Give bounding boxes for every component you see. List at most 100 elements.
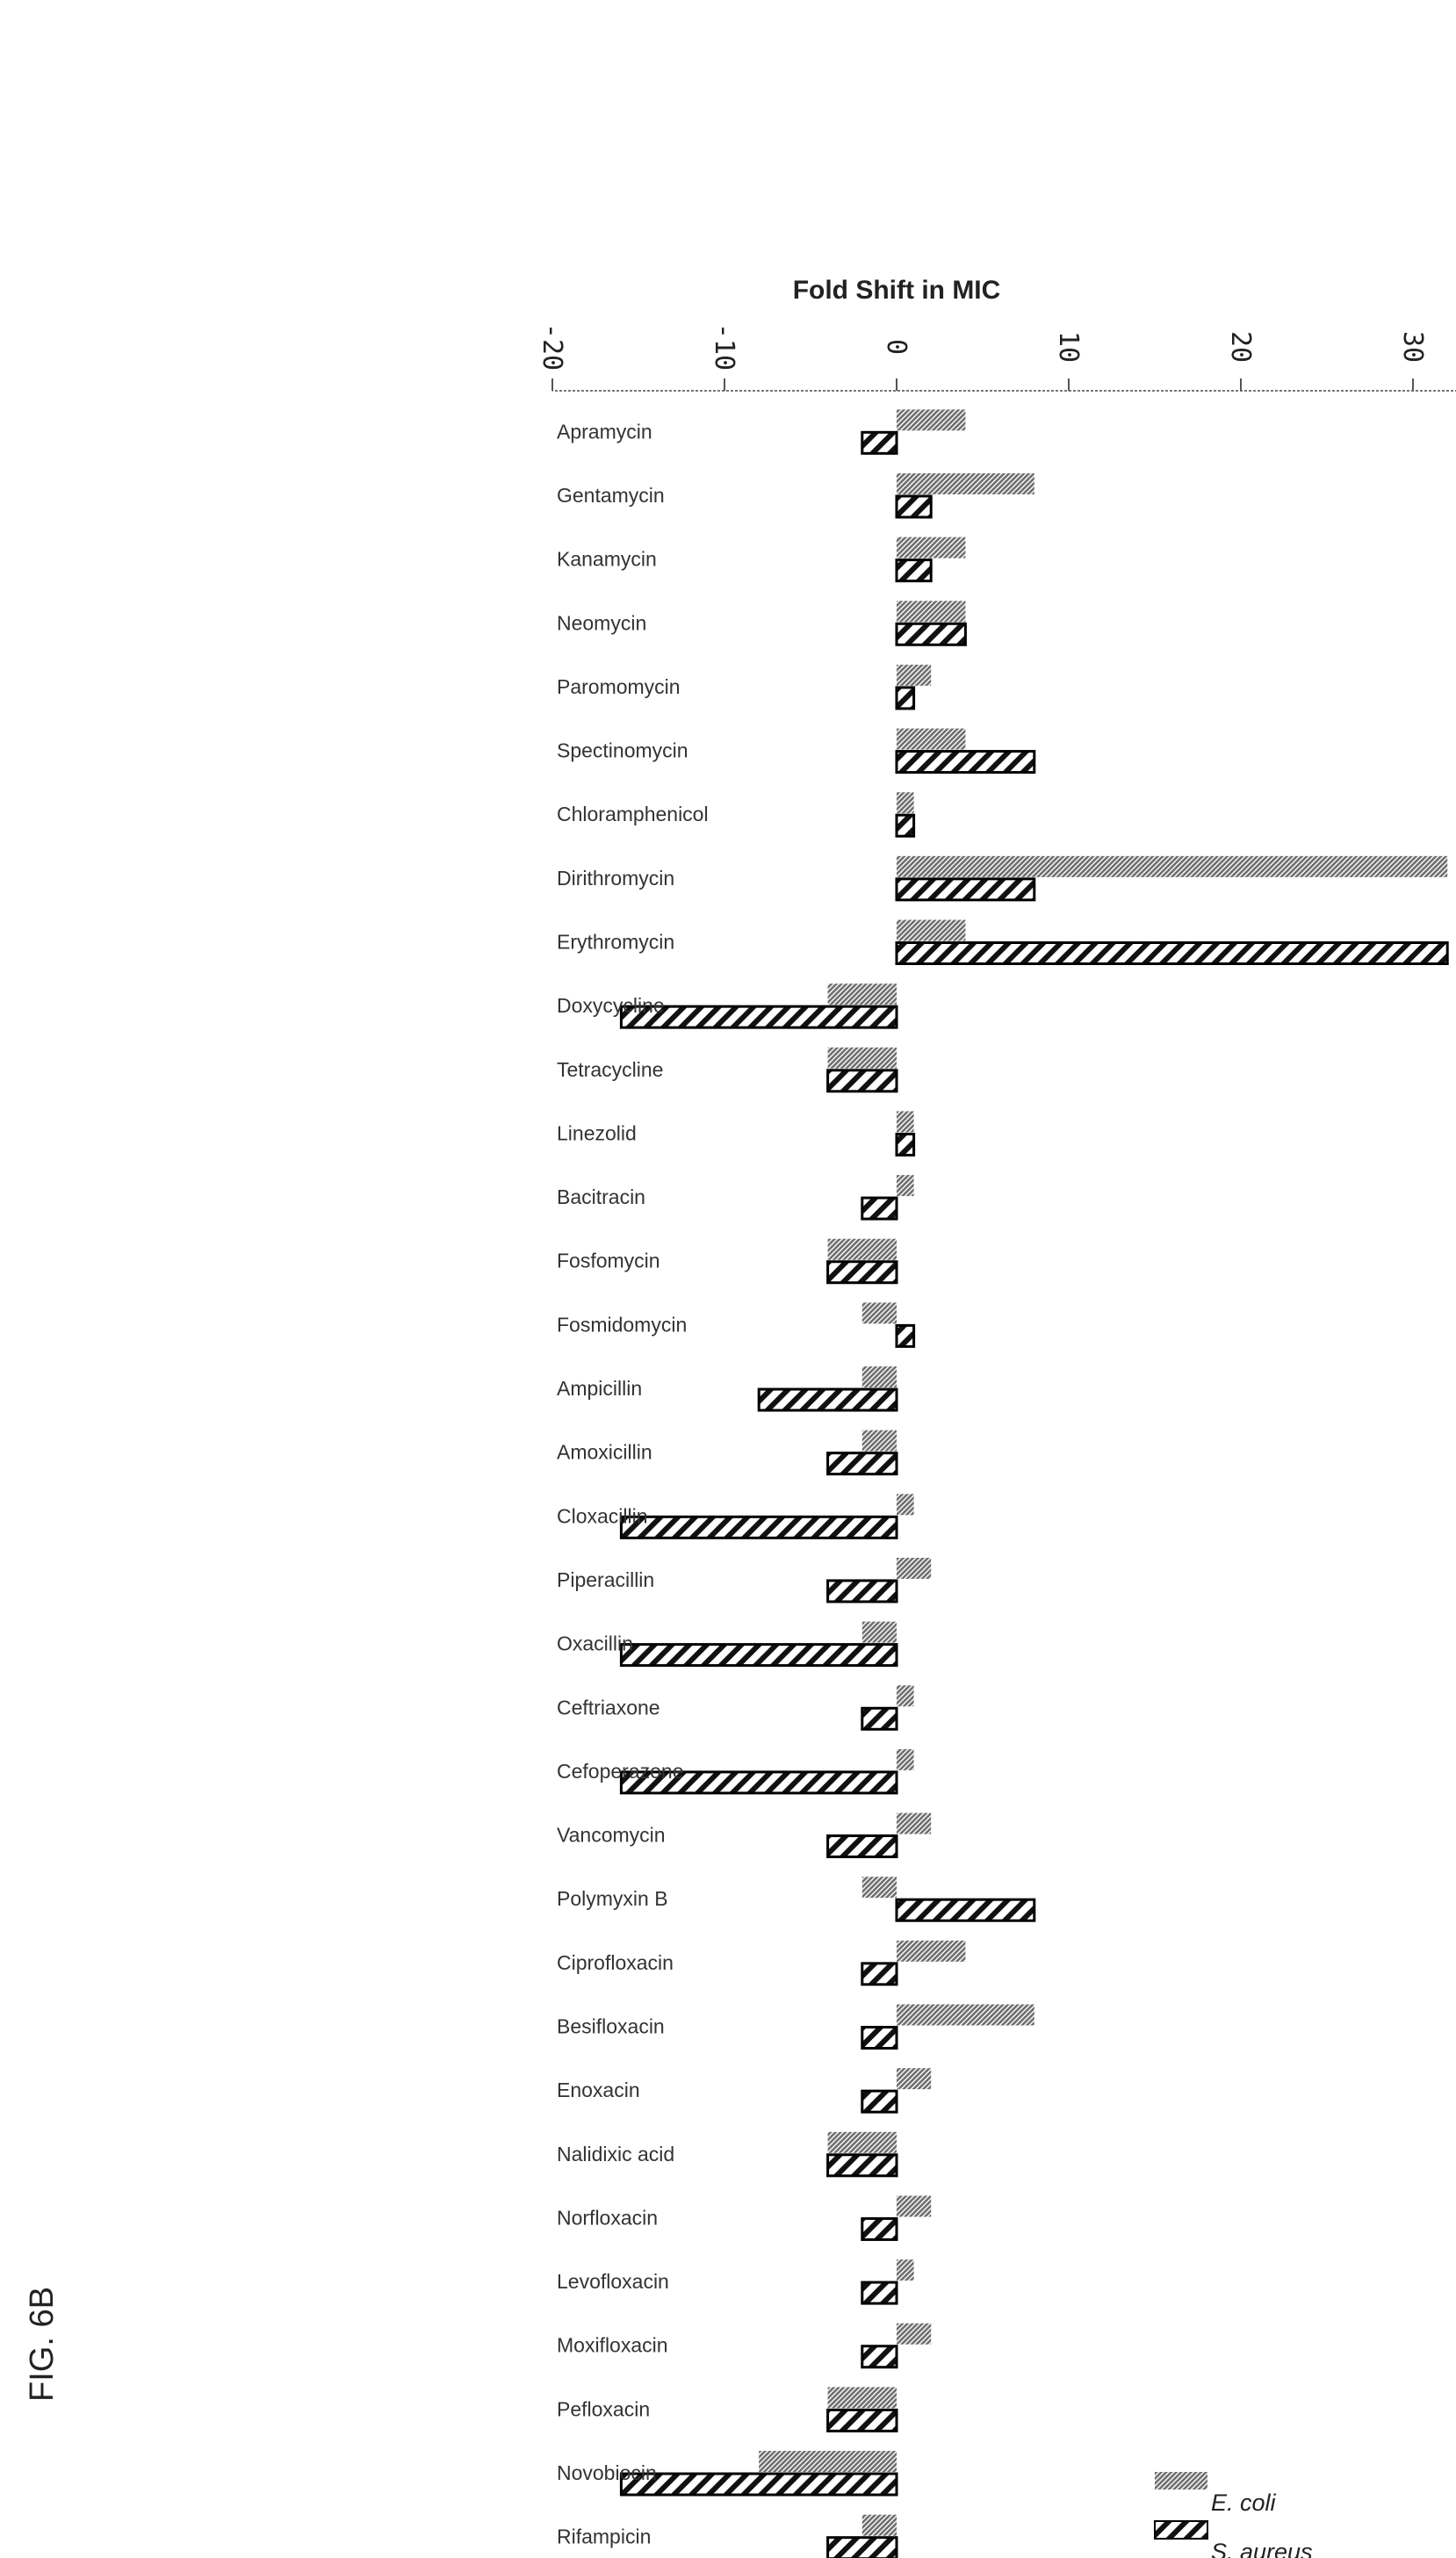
legend: E. coli S. aureus (1154, 2472, 1313, 2558)
bar-s-aureus (861, 1706, 898, 1731)
bar-e-coli (897, 1557, 932, 1579)
category-label: Spectinomycin (557, 739, 688, 762)
bar-s-aureus (757, 1387, 898, 1412)
bar-e-coli (827, 1238, 897, 1260)
bar-e-coli (896, 537, 966, 558)
category-label: Linezolid (557, 1121, 637, 1144)
category-label: Tetracycline (557, 1058, 663, 1081)
category-label: Piperacillin (557, 1568, 654, 1591)
bar-e-coli (861, 1621, 897, 1643)
bar-e-coli (896, 1111, 914, 1133)
category-label: Fosmidomycin (557, 1313, 687, 1336)
bar-s-aureus (826, 2153, 898, 2178)
bar-s-aureus (895, 686, 916, 710)
figure-label: FIG. 6B (24, 2287, 61, 2402)
bar-e-coli (896, 1685, 914, 1707)
bar-e-coli (896, 1940, 966, 1962)
bar-e-coli (861, 1302, 897, 1324)
bar-s-aureus (826, 1452, 898, 1476)
category-label: Dirithromycin (557, 867, 674, 890)
bar-s-aureus (619, 1005, 898, 1029)
bar-s-aureus (895, 558, 933, 583)
bar-e-coli (827, 2131, 897, 2153)
category-label: Ceftriaxone (557, 1696, 660, 1719)
bar-s-aureus (895, 750, 1036, 775)
value-axis-title: Fold Shift in MIC (793, 276, 1001, 305)
category-label: Levofloxacin (557, 2270, 669, 2293)
bar-s-aureus (861, 2345, 898, 2369)
bar-s-aureus (826, 1260, 898, 1285)
bar-e-coli (897, 664, 932, 686)
category-label: Nalidixic acid (557, 2143, 674, 2165)
category-label: Ampicillin (557, 1377, 642, 1400)
category-label: Vancomycin (557, 1824, 666, 1847)
bar-s-aureus (895, 877, 1036, 902)
bar-e-coli (896, 792, 914, 814)
category-label: Amoxicillin (557, 1441, 652, 1464)
category-label: Paromomycin (557, 675, 681, 698)
category-label: Apramycin (557, 420, 652, 443)
value-tick-label: -20 (537, 323, 567, 371)
category-label: Fosfomycin (557, 1250, 660, 1272)
value-tick-label: -10 (709, 323, 739, 371)
bar-s-aureus (619, 1643, 898, 1668)
legend-label-s-aureus: S. aureus (1211, 2539, 1313, 2558)
category-label: Kanamycin (557, 548, 657, 571)
bar-s-aureus (826, 1069, 898, 1093)
category-label: Polymyxin B (557, 1887, 668, 1910)
category-label: Enoxacin (557, 2079, 640, 2101)
bar-e-coli (861, 1366, 897, 1388)
bar-e-coli (827, 984, 897, 1005)
value-tick-label: 30 (1397, 331, 1428, 363)
bar-s-aureus (861, 2026, 898, 2050)
category-label: Cloxacillin (557, 1504, 648, 1527)
bar-e-coli (897, 2323, 932, 2345)
category-label: Norfloxacin (557, 2206, 658, 2229)
bars: Apramycin Gentamycin Kanamycin Neomycin Paro… (557, 409, 1449, 2558)
bar-e-coli (861, 1877, 897, 1899)
category-label: Moxifloxacin (557, 2334, 668, 2357)
bar-s-aureus (895, 1132, 916, 1157)
bar-e-coli (827, 1047, 897, 1069)
value-tick-label: 10 (1053, 331, 1084, 363)
bar-e-coli (897, 2068, 932, 2090)
bar-e-coli (896, 472, 1034, 494)
bar-e-coli (861, 1430, 897, 1452)
bar-e-coli (861, 2514, 897, 2536)
category-label: Erythromycin (557, 931, 674, 954)
value-tick-label: 20 (1225, 331, 1256, 363)
bar-s-aureus (619, 1770, 898, 1795)
category-label: Oxacillin (557, 1632, 633, 1655)
bar-s-aureus (826, 2536, 898, 2558)
category-label: Gentamycin (557, 484, 665, 507)
bar-s-aureus (619, 1515, 898, 1539)
bar-s-aureus (619, 2472, 898, 2497)
value-axis-ticks: -20-10010203040 (537, 323, 1428, 391)
bar-s-aureus (895, 813, 916, 838)
bar-s-aureus (861, 2281, 898, 2305)
legend-label-e-coli: E. coli (1211, 2490, 1277, 2516)
category-label: Rifampicin (557, 2526, 651, 2548)
bar-s-aureus (861, 430, 898, 455)
category-label: Doxycycline (557, 994, 665, 1017)
category-label: Cefoperazone (557, 1760, 684, 1783)
bar-e-coli (896, 1748, 914, 1770)
bar-s-aureus (861, 2089, 898, 2114)
legend-swatch-e-coli (1155, 2472, 1207, 2490)
bar-e-coli (896, 919, 966, 941)
bar-e-coli (897, 2195, 932, 2217)
bar-s-aureus (861, 1196, 898, 1221)
category-label: Novobiocin (557, 2461, 657, 2484)
category-label: Ciprofloxacin (557, 1951, 674, 1974)
chart-plot-area: -20-10010203040 ApramycinGentamycinKanam… (537, 276, 1456, 2558)
bar-s-aureus (895, 941, 1449, 965)
bar-e-coli (896, 1175, 914, 1197)
bar-s-aureus (895, 1323, 916, 1348)
bar-s-aureus (895, 622, 967, 646)
category-label: Bacitracin (557, 1185, 645, 1208)
value-tick-label: 0 (881, 339, 912, 355)
bar-s-aureus (826, 1579, 898, 1603)
bar-s-aureus (895, 1898, 1036, 1922)
legend-swatch-s-aureus (1154, 2520, 1208, 2540)
